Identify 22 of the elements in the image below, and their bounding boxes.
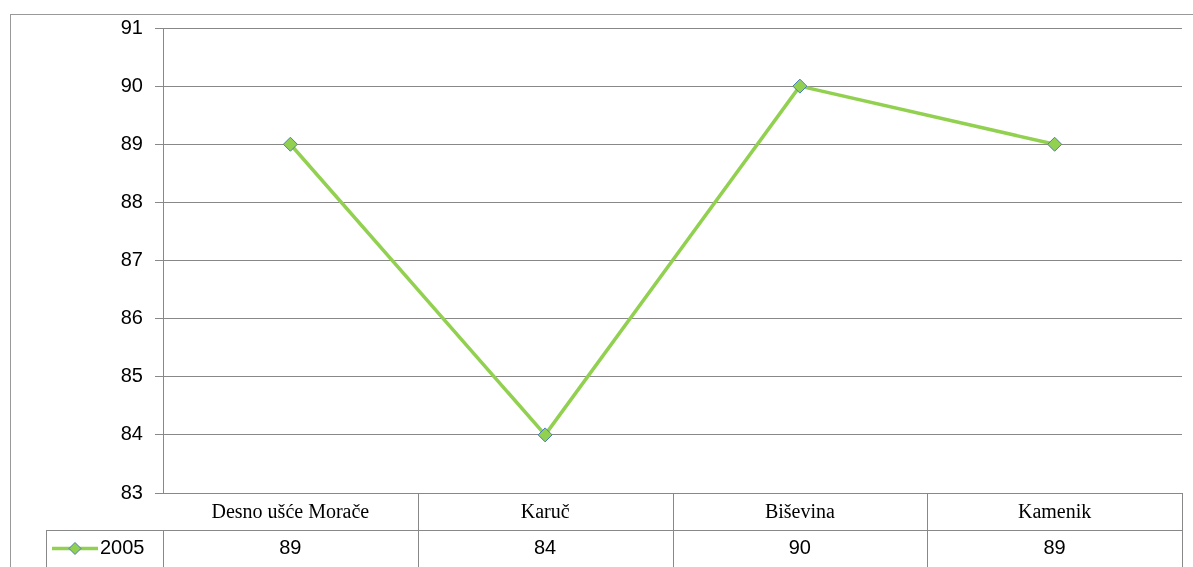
point — [282, 136, 298, 152]
y-tick-label: 88 — [120, 189, 143, 212]
point — [792, 78, 808, 94]
data-label: 90 — [788, 536, 811, 559]
y-tick-label: 90 — [120, 73, 143, 96]
y-tick-label: 87 — [120, 248, 143, 271]
data-label: 84 — [534, 536, 557, 559]
x-tick-label: Biševina — [764, 500, 835, 523]
point — [1047, 136, 1063, 152]
y-tick-label: 89 — [120, 131, 143, 154]
y-tick-label: 85 — [120, 364, 143, 387]
legend-label: 2005 — [100, 536, 145, 559]
data-label: 89 — [279, 536, 302, 559]
data-label: 89 — [1043, 536, 1066, 559]
x-tick-label: Karuč — [520, 500, 570, 523]
y-tick-label: 91 — [120, 15, 143, 38]
y-tick-label: 83 — [120, 480, 143, 503]
x-tick-label: Kamenik — [1017, 500, 1092, 523]
y-tick-label: 84 — [120, 422, 143, 445]
point — [537, 427, 553, 443]
y-tick-label: 86 — [120, 306, 143, 329]
x-tick-label: Desno ušće Morače — [211, 500, 370, 523]
